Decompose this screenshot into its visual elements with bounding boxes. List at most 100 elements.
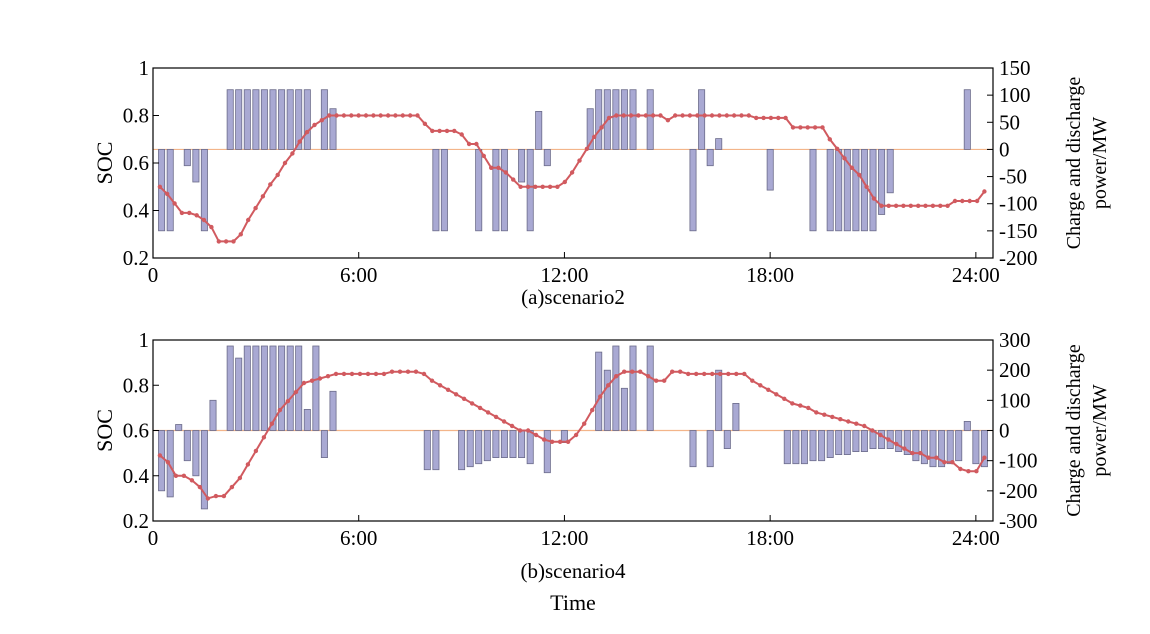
soc-point: [365, 371, 371, 377]
right-tick-label: -200: [999, 479, 1038, 503]
power-bar: [980, 430, 988, 468]
soc-point: [349, 113, 354, 118]
right-tick-label: 100: [999, 83, 1031, 107]
soc-point: [894, 441, 899, 447]
left-axis-label: SOC: [92, 142, 117, 185]
soc-point: [750, 378, 755, 383]
soc-point: [157, 453, 163, 458]
soc-point: [275, 172, 280, 178]
soc-point: [758, 383, 763, 388]
power-bar: [963, 89, 971, 150]
soc-point: [621, 113, 626, 118]
power-bar: [500, 430, 508, 459]
soc-point: [555, 184, 560, 189]
power-bar: [886, 148, 894, 194]
soc-point: [413, 369, 419, 374]
soc-point: [557, 439, 563, 444]
soc-point: [165, 191, 170, 197]
power-bar: [269, 89, 277, 150]
soc-point: [646, 374, 651, 379]
right-tick-label: 50: [999, 110, 1020, 134]
soc-point: [790, 401, 795, 406]
soc-point: [967, 198, 972, 204]
soc-point: [842, 156, 847, 161]
power-bar: [818, 430, 826, 462]
power-bar: [903, 430, 911, 456]
soc-point: [879, 203, 884, 208]
soc-point: [261, 435, 267, 440]
soc-point: [798, 125, 803, 130]
power-bar: [620, 387, 628, 431]
power-bar: [423, 430, 431, 471]
soc-point: [606, 115, 612, 121]
soc-point: [437, 128, 442, 134]
soc-point: [702, 371, 707, 377]
soc-point: [766, 387, 771, 392]
soc-point: [474, 141, 479, 147]
soc-point: [806, 405, 811, 411]
soc-point: [371, 113, 376, 118]
soc-point: [518, 184, 523, 189]
soc-point: [864, 184, 869, 189]
soc-point: [734, 371, 739, 377]
soc-point: [569, 170, 575, 175]
soc-point: [886, 203, 891, 208]
soc-point: [673, 113, 678, 118]
soc-point: [317, 376, 323, 381]
soc-point: [245, 462, 251, 467]
soc-point: [774, 392, 779, 397]
soc-point: [717, 113, 722, 118]
right-tick-label: 100: [999, 388, 1031, 412]
power-bar: [698, 89, 706, 150]
power-bar: [878, 148, 886, 215]
soc-point: [599, 125, 604, 130]
soc-point: [822, 412, 827, 417]
right-tick-label: 200: [999, 358, 1031, 382]
power-bar: [192, 148, 200, 183]
soc-point: [540, 184, 545, 189]
soc-point: [285, 398, 291, 404]
soc-point: [886, 437, 891, 442]
soc-point: [893, 203, 899, 208]
power-bar: [869, 148, 877, 232]
soc-point: [341, 371, 347, 377]
soc-point: [549, 439, 555, 444]
power-bar: [629, 89, 637, 150]
soc-point: [742, 371, 747, 377]
right-tick-label: 0: [999, 137, 1010, 161]
power-bar: [466, 430, 474, 468]
soc-point: [718, 371, 723, 377]
power-bar: [878, 430, 886, 450]
soc-point: [378, 113, 383, 118]
x-tick-label: 18:00: [746, 263, 794, 287]
soc-point: [179, 210, 185, 216]
x-tick-label: 6:00: [340, 526, 377, 550]
soc-point: [496, 165, 501, 170]
soc-point: [680, 113, 685, 118]
power-bar: [783, 430, 791, 465]
soc-point: [952, 198, 958, 204]
soc-point: [385, 113, 391, 118]
soc-point: [282, 160, 288, 166]
left-tick-label: 0.6: [123, 151, 149, 175]
power-bar: [595, 351, 603, 431]
power-bar: [543, 430, 551, 474]
soc-point: [590, 407, 595, 413]
power-bar: [809, 148, 817, 232]
soc-point: [577, 158, 582, 163]
soc-point: [430, 128, 435, 134]
x-tick-label: 24:00: [952, 263, 1000, 287]
soc-point: [373, 371, 379, 377]
soc-point: [422, 121, 428, 127]
soc-point: [849, 165, 855, 170]
power-bar: [183, 148, 191, 167]
soc-point: [702, 113, 707, 118]
soc-point: [453, 392, 459, 397]
soc-point: [459, 132, 464, 137]
soc-point: [277, 407, 283, 413]
soc-point: [827, 137, 832, 142]
right-tick-label: -200: [999, 246, 1038, 270]
soc-point: [223, 239, 229, 244]
right-tick-label: -300: [999, 509, 1038, 533]
